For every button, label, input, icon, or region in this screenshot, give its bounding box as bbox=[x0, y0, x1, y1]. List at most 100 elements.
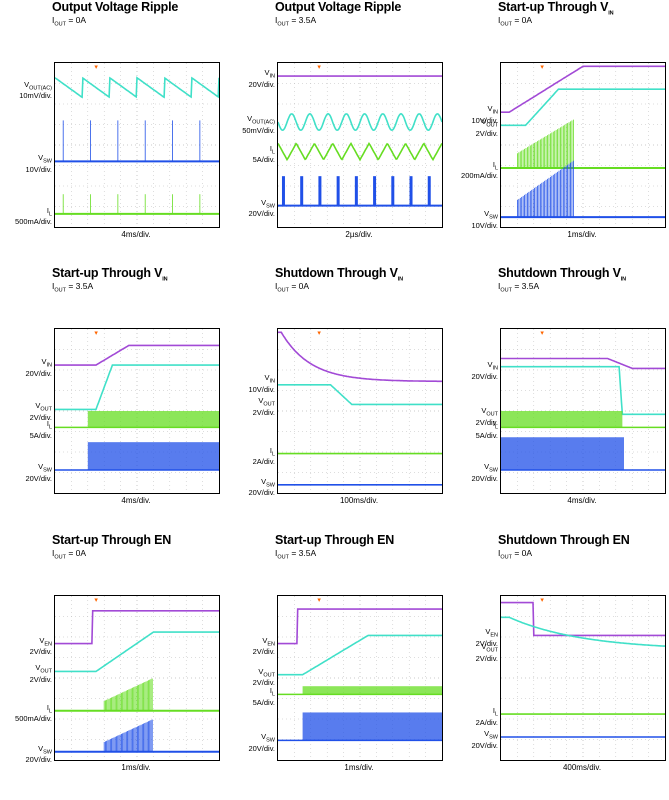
trace-vout bbox=[278, 634, 442, 676]
trace-vin bbox=[278, 331, 442, 383]
panel-title: Shutdown Through VIN bbox=[275, 266, 403, 283]
trigger-marker: ▾ bbox=[94, 64, 98, 71]
channel-label: VEN 2V/div. bbox=[29, 635, 52, 657]
load-condition: IOUT = 3.5A bbox=[498, 281, 540, 294]
scope-screen: ▾ bbox=[500, 328, 666, 494]
trace-ven bbox=[278, 608, 442, 645]
time-scale: 1ms/div. bbox=[567, 230, 597, 239]
load-condition: IOUT = 3.5A bbox=[275, 15, 317, 28]
channel-label: VOUT 2V/div. bbox=[29, 401, 52, 422]
scope-panel: Start-up Through VIN IOUT = 0A VIN 10V/div.… bbox=[446, 0, 669, 266]
channel-label: VOUT(AC) 50mV/div. bbox=[242, 114, 275, 135]
trace-band bbox=[302, 686, 442, 695]
scope-screen: ▾ bbox=[277, 595, 443, 761]
trace-ven bbox=[55, 610, 219, 645]
channel-label: VOUT 2V/div. bbox=[252, 666, 275, 688]
scope-traces: ▾ bbox=[501, 63, 665, 227]
load-condition: IOUT = 0A bbox=[498, 548, 533, 561]
channel-label: VSW 20V/div. bbox=[471, 462, 498, 483]
scope-panel: Start-up Through EN IOUT = 3.5A VEN 2V/div.… bbox=[223, 533, 446, 799]
channel-label: IL 500mA/div. bbox=[15, 702, 52, 724]
trigger-marker: ▾ bbox=[94, 330, 98, 337]
channel-label: VEN 2V/div. bbox=[252, 635, 275, 657]
channel-label: VOUT 2V/div. bbox=[29, 663, 52, 684]
panel-title: Output Voltage Ripple bbox=[52, 0, 179, 14]
load-condition: IOUT = 0A bbox=[52, 548, 87, 561]
trace-voutac bbox=[278, 112, 442, 132]
channel-label: IL 200mA/div. bbox=[461, 159, 498, 181]
scope-panel: Output Voltage Ripple IOUT = 0A VOUT(AC) 10… bbox=[0, 0, 223, 266]
trace-band bbox=[501, 437, 624, 471]
channel-label: IL 5A/div. bbox=[475, 419, 498, 440]
trace-band bbox=[87, 442, 219, 471]
channel-label: IL 5A/div. bbox=[252, 143, 275, 165]
trigger-marker: ▾ bbox=[317, 597, 321, 604]
scope-panel: Shutdown Through VIN IOUT = 0A VIN 10V/div.… bbox=[223, 266, 446, 532]
panel-title: Start-up Through VIN bbox=[52, 266, 168, 283]
time-scale: 4ms/div. bbox=[121, 496, 151, 505]
scope-panel: Start-up Through EN IOUT = 0A VEN 2V/div. VO… bbox=[0, 533, 223, 799]
scope-traces: ▾ bbox=[55, 63, 219, 227]
trace-ven bbox=[501, 601, 665, 637]
trigger-marker: ▾ bbox=[317, 64, 321, 71]
channel-label: VIN 10V/div. bbox=[471, 104, 498, 125]
load-condition: IOUT = 0A bbox=[275, 281, 310, 294]
channel-label: VOUT 2V/div. bbox=[252, 396, 275, 417]
panel-title: Output Voltage Ripple bbox=[275, 0, 402, 14]
scope-traces: ▾ bbox=[55, 596, 219, 760]
trigger-marker: ▾ bbox=[540, 330, 544, 337]
time-scale: 2µs/div. bbox=[345, 230, 373, 239]
trace-vin bbox=[501, 65, 665, 114]
panel-title: Shutdown Through VIN bbox=[498, 266, 626, 283]
time-scale: 1ms/div. bbox=[121, 763, 151, 772]
scope-traces: ▾ bbox=[501, 329, 665, 493]
channel-label: VIN 10V/div. bbox=[248, 373, 275, 394]
channel-label: VOUT(AC) 10mV/div. bbox=[19, 79, 52, 101]
scope-panel: Shutdown Through VIN IOUT = 3.5A VIN 20V/di… bbox=[446, 266, 669, 532]
trigger-marker: ▾ bbox=[317, 330, 321, 337]
trace-vout bbox=[55, 364, 219, 411]
scope-screen: ▾ bbox=[500, 595, 666, 761]
trace-vout bbox=[278, 383, 442, 406]
scope-screen: ▾ bbox=[54, 595, 220, 761]
time-scale: 1ms/div. bbox=[344, 763, 374, 772]
panel-title: Start-up Through VIN bbox=[498, 0, 614, 17]
channel-label: VIN 20V/div. bbox=[248, 68, 275, 89]
channel-label: VOUT 2V/div. bbox=[475, 642, 498, 663]
channel-label: VSW 10V/div. bbox=[25, 153, 52, 174]
channel-label: VOUT 2V/div. bbox=[475, 406, 498, 427]
channel-label: IL 500mA/div. bbox=[15, 205, 52, 227]
channel-label: VOUT 2V/div. bbox=[475, 117, 498, 138]
channel-label: IL 2A/div. bbox=[252, 445, 275, 467]
load-condition: IOUT = 3.5A bbox=[52, 281, 94, 294]
scope-panel: Start-up Through VIN IOUT = 3.5A VIN 20V/di… bbox=[0, 266, 223, 532]
channel-label: IL 5A/div. bbox=[29, 419, 52, 440]
channel-label: VSW 10V/div. bbox=[471, 209, 498, 230]
panel-title: Shutdown Through EN bbox=[498, 533, 630, 547]
time-scale: 4ms/div. bbox=[567, 496, 597, 505]
load-condition: IOUT = 0A bbox=[52, 15, 87, 28]
channel-label: VSW 20V/div. bbox=[25, 743, 52, 765]
scope-screen: ▾ bbox=[54, 328, 220, 494]
trace-vout bbox=[501, 616, 665, 647]
channel-label: VEN 2V/div. bbox=[475, 627, 498, 648]
scope-traces: ▾ bbox=[55, 329, 219, 493]
trace-vout bbox=[501, 365, 665, 416]
channel-label: VSW 20V/div. bbox=[248, 197, 275, 219]
time-scale: 400ms/div. bbox=[562, 763, 602, 772]
scope-traces: ▾ bbox=[278, 596, 442, 760]
trigger-marker: ▾ bbox=[540, 597, 544, 604]
trigger-marker: ▾ bbox=[94, 597, 98, 604]
trace-vin bbox=[55, 344, 219, 366]
panel-title: Start-up Through EN bbox=[52, 533, 172, 547]
time-scale: 4ms/div. bbox=[121, 230, 151, 239]
load-condition: IOUT = 3.5A bbox=[275, 548, 317, 561]
trace-vin bbox=[501, 357, 665, 370]
time-scale: 100ms/div. bbox=[339, 496, 379, 505]
scope-panel: Shutdown Through EN IOUT = 0A VEN 2V/div. VO… bbox=[446, 533, 669, 799]
channel-label: IL 2A/div. bbox=[475, 706, 498, 727]
scope-traces: ▾ bbox=[278, 329, 442, 493]
trace-voutac bbox=[55, 76, 219, 99]
trace-il bbox=[278, 141, 442, 162]
trace-band bbox=[302, 712, 442, 741]
